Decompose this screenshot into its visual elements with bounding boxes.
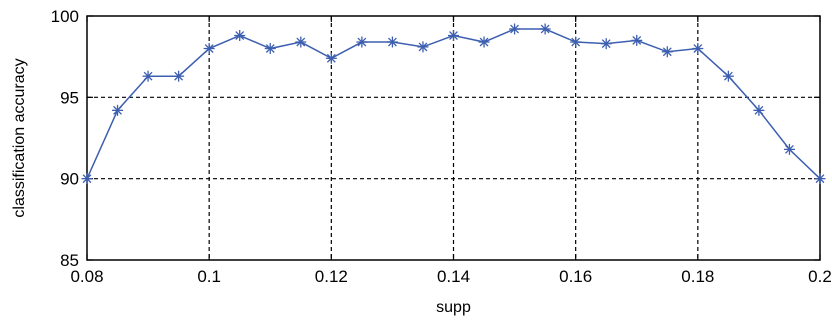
- x-tick-label: 0.2: [808, 267, 832, 286]
- x-tick-label: 0.12: [315, 267, 348, 286]
- data-point-marker: [509, 23, 521, 35]
- data-point-marker: [570, 36, 582, 48]
- y-tick-label: 95: [60, 88, 79, 107]
- data-point-marker: [478, 36, 490, 48]
- data-point-marker: [417, 41, 429, 53]
- y-tick-label: 85: [60, 251, 79, 270]
- x-tick-labels: 0.08 0.1 0.12 0.14 0.16 0.18 0.2: [70, 267, 831, 286]
- y-tick-labels: 85 90 95 100: [51, 7, 79, 270]
- x-tick-label: 0.14: [437, 267, 470, 286]
- x-tick-label: 0.16: [559, 267, 592, 286]
- data-point-marker: [386, 36, 398, 48]
- data-point-marker: [295, 36, 307, 48]
- grid-lines: [87, 16, 820, 260]
- data-point-marker: [814, 173, 826, 185]
- plot-frame: [86, 15, 821, 261]
- data-point-marker: [783, 143, 795, 155]
- y-axis-label: classification accuracy: [11, 58, 28, 217]
- series-layer: [81, 23, 826, 185]
- data-point-marker: [173, 70, 185, 82]
- data-point-marker: [448, 30, 459, 42]
- data-point-marker: [356, 36, 368, 48]
- data-point-marker: [81, 173, 93, 185]
- data-point-marker: [600, 38, 612, 50]
- data-point-marker: [203, 43, 215, 55]
- data-point-marker: [234, 30, 246, 42]
- data-point-marker: [722, 70, 734, 82]
- data-point-marker: [325, 52, 337, 64]
- x-tick-label: 0.08: [70, 267, 103, 286]
- y-tick-label: 90: [60, 170, 79, 189]
- x-tick-label: 0.1: [197, 267, 221, 286]
- data-point-marker: [539, 23, 551, 35]
- data-point-marker: [631, 34, 643, 46]
- x-tick-label: 0.18: [681, 267, 714, 286]
- data-point-marker: [142, 70, 154, 82]
- data-point-marker: [753, 104, 765, 116]
- data-point-marker: [112, 104, 124, 116]
- data-point-marker: [264, 43, 276, 55]
- data-point-marker: [692, 43, 704, 55]
- x-axis-label: supp: [436, 299, 471, 316]
- y-tick-label: 100: [51, 7, 79, 26]
- data-point-marker: [661, 46, 673, 58]
